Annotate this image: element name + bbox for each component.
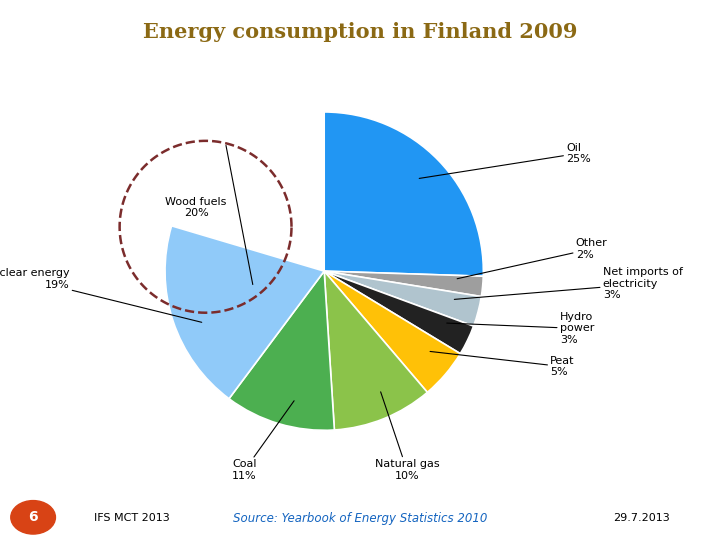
Text: Natural gas
10%: Natural gas 10% — [374, 392, 439, 481]
Text: Other
2%: Other 2% — [457, 238, 608, 279]
Wedge shape — [324, 271, 474, 354]
Wedge shape — [165, 226, 324, 399]
Wedge shape — [324, 271, 428, 430]
Text: Source: Yearbook of Energy Statistics 2010: Source: Yearbook of Energy Statistics 20… — [233, 512, 487, 525]
Text: Energy consumption in Finland 2009: Energy consumption in Finland 2009 — [143, 22, 577, 43]
Text: IFS MCT 2013: IFS MCT 2013 — [94, 514, 169, 523]
Text: Wood fuels
20%: Wood fuels 20% — [166, 197, 227, 219]
Text: Coal
11%: Coal 11% — [233, 401, 294, 481]
Text: 6: 6 — [28, 510, 38, 524]
Text: Peat
5%: Peat 5% — [430, 352, 575, 377]
Text: Net imports of
electricity
3%: Net imports of electricity 3% — [454, 267, 683, 300]
Text: 29.7.2013: 29.7.2013 — [613, 514, 670, 523]
Wedge shape — [324, 271, 481, 326]
Wedge shape — [324, 271, 460, 393]
Wedge shape — [143, 74, 296, 233]
Text: Hydro
power
3%: Hydro power 3% — [446, 312, 594, 345]
Wedge shape — [324, 271, 483, 296]
Text: Nuclear energy
19%: Nuclear energy 19% — [0, 268, 202, 322]
Text: Oil
25%: Oil 25% — [419, 143, 591, 178]
Wedge shape — [229, 271, 334, 430]
Wedge shape — [324, 112, 483, 276]
